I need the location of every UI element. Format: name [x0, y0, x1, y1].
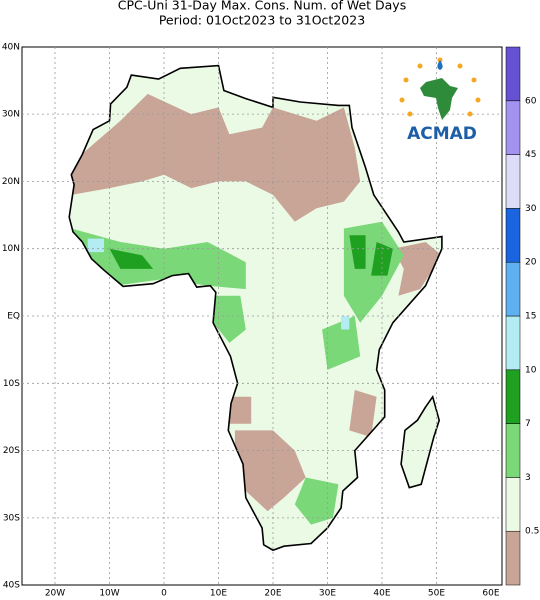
lon-label: 0: [161, 589, 167, 599]
colorbar-label: 20: [525, 258, 537, 268]
lon-label: 10E: [210, 589, 227, 599]
colorbar-swatch: [505, 208, 521, 263]
lat-label: 30N: [2, 110, 20, 120]
colorbar: 0.5 3 7 10 15 20 30 45 60: [505, 46, 539, 586]
colorbar-label: 10: [525, 365, 537, 375]
lon-label: 10W: [99, 589, 119, 599]
colorbar-swatch: [505, 423, 521, 478]
colorbar-label: 3: [525, 473, 531, 483]
land: [68, 64, 443, 552]
rain-patch: [341, 316, 350, 330]
rain-patch: [71, 228, 246, 290]
rain-patch: [349, 390, 377, 438]
colorbar-swatch: [505, 530, 521, 586]
lon-label: 30E: [319, 589, 336, 599]
rain-patch: [213, 295, 246, 343]
lon-label: 20W: [45, 589, 65, 599]
graticule: [22, 47, 502, 585]
rain-patch: [392, 242, 442, 296]
colorbar-label: 0.5: [525, 527, 539, 537]
rain-patch: [349, 235, 366, 269]
colorbar-label: 15: [525, 312, 536, 322]
lat-label: 30S: [3, 513, 20, 523]
rain-patch: [109, 248, 154, 269]
rain-patch: [322, 316, 361, 370]
lon-label: 50E: [428, 589, 445, 599]
rain-patch: [87, 238, 104, 253]
title: CPC-Uni 31-Day Max. Cons. Num. of Wet Da…: [118, 0, 406, 13]
rain-patch: [69, 93, 361, 222]
colorbar-label: 60: [525, 96, 537, 106]
axis-labels: 40N 30N 20N 10N EQ 10S 20S 30S 40S 20W 10W 0 10E 20E 3…: [2, 42, 500, 598]
lon-label: 60E: [482, 589, 499, 599]
colorbar-swatch: [505, 369, 521, 424]
lat-label: 40S: [3, 581, 20, 591]
colorbar-swatch: [505, 100, 521, 155]
colorbar-label: 45: [525, 150, 536, 160]
colorbar-swatch: [505, 477, 521, 532]
rain-patch: [229, 396, 252, 424]
subtitle: Period: 01Oct2023 to 31Oct2023: [159, 13, 365, 28]
logo: ACMAD: [399, 57, 481, 144]
colorbar-label: 30: [525, 204, 537, 214]
logo-text: ACMAD: [407, 124, 477, 144]
lon-label: 40E: [373, 589, 390, 599]
rain-patches: [69, 93, 442, 525]
lat-label: 10S: [3, 379, 20, 389]
colorbar-swatch: [505, 261, 521, 317]
colorbar-swatch: [505, 154, 521, 209]
colorbar-label: 7: [525, 419, 531, 429]
lon-label: 20E: [264, 589, 281, 599]
lat-label: EQ: [7, 312, 20, 322]
lat-label: 20S: [3, 446, 20, 456]
colorbar-swatch: [505, 46, 521, 102]
colorbar-swatch: [505, 315, 521, 371]
lat-label: 40N: [2, 42, 20, 52]
lat-label: 10N: [2, 244, 20, 254]
lat-label: 20N: [2, 177, 20, 187]
